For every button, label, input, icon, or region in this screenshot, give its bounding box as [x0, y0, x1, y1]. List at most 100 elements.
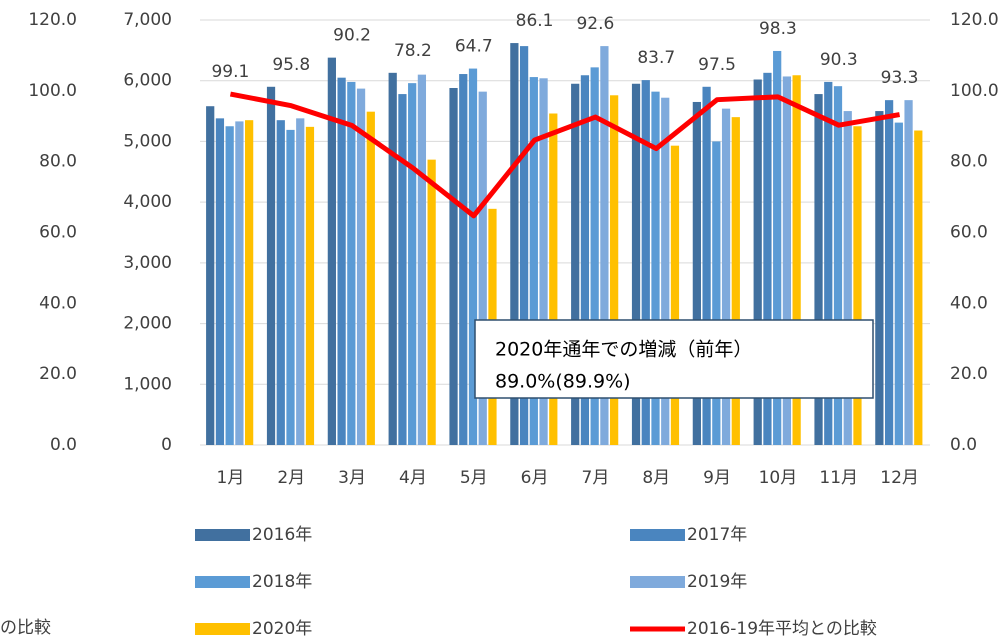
bar — [266, 86, 276, 446]
bar — [712, 141, 721, 445]
bar — [305, 126, 315, 445]
legend-swatch — [195, 529, 250, 541]
x-tick-label: 3月 — [338, 468, 366, 488]
bar — [427, 159, 436, 445]
fragment-text: の比較 — [0, 618, 51, 638]
outer-tick-label: 100.0 — [28, 81, 77, 101]
x-tick-label: 7月 — [582, 468, 610, 488]
y2-tick-label: 40.0 — [950, 293, 988, 313]
data-label: 90.2 — [333, 26, 371, 46]
x-tick-label: 9月 — [703, 468, 731, 488]
annotation-box — [474, 319, 874, 399]
y2-tick-label: 20.0 — [950, 364, 988, 384]
bar — [398, 94, 407, 446]
outer-tick-label: 120.0 — [28, 10, 77, 30]
bar — [459, 74, 468, 446]
bar — [327, 57, 336, 446]
y-tick-label: 5,000 — [123, 131, 172, 151]
data-label: 99.1 — [211, 62, 249, 82]
legend-label: 2019年 — [687, 572, 747, 592]
bar — [661, 97, 670, 445]
bar — [833, 86, 843, 445]
outer-tick-label: 80.0 — [39, 152, 77, 172]
bar — [670, 145, 680, 445]
bar — [571, 83, 580, 445]
legend-label: 2018年 — [252, 572, 312, 592]
bar — [884, 100, 894, 446]
bar — [853, 126, 862, 445]
bar — [792, 75, 801, 445]
legend-label: 2016年 — [252, 525, 312, 545]
bar — [356, 88, 366, 445]
bar — [894, 122, 903, 445]
y-tick-label: 7,000 — [123, 10, 172, 30]
legend-label: 2017年 — [687, 525, 747, 545]
data-label: 93.3 — [881, 68, 919, 88]
legend-swatch — [195, 576, 250, 588]
line — [229, 91, 901, 219]
bar — [408, 83, 417, 446]
y-tick-label: 2,000 — [123, 314, 172, 334]
y2-tick-label: 100.0 — [950, 81, 999, 101]
x-tick-label: 4月 — [399, 468, 427, 488]
bar — [235, 121, 244, 446]
bar — [721, 108, 731, 446]
bar — [590, 67, 599, 445]
bar — [631, 83, 641, 445]
y-tick-label: 6,000 — [123, 71, 172, 91]
y-tick-label: 0 — [161, 435, 172, 455]
y2-tick-label: 120.0 — [950, 10, 999, 30]
bar — [337, 77, 346, 445]
bar — [641, 80, 650, 445]
bar — [449, 88, 458, 445]
bar — [468, 68, 478, 446]
legend-swatch — [195, 623, 250, 635]
data-label: 90.3 — [820, 50, 858, 70]
data-label: 86.1 — [516, 11, 554, 31]
bar — [600, 46, 609, 445]
bar — [478, 91, 487, 446]
bar — [782, 76, 792, 445]
data-label: 97.5 — [698, 55, 736, 75]
bar — [702, 86, 711, 446]
y2-tick-label: 80.0 — [950, 152, 988, 172]
bar — [510, 43, 519, 445]
y-tick-label: 1,000 — [123, 374, 172, 394]
bar — [773, 50, 782, 445]
annotation: 2020年通年での増減（前年） — [495, 339, 752, 361]
bar — [347, 81, 356, 445]
x-tick-label: 6月 — [521, 468, 549, 488]
bar — [651, 91, 660, 446]
bar — [549, 113, 558, 445]
bar — [225, 126, 234, 445]
x-tick-label: 10月 — [759, 468, 798, 488]
bar — [731, 117, 740, 446]
bar — [814, 94, 823, 446]
data-label: 95.8 — [272, 55, 310, 75]
data-label: 64.7 — [455, 37, 493, 57]
legend-swatch — [630, 529, 685, 541]
legend-label: 2020年 — [252, 619, 312, 638]
bar — [529, 77, 538, 446]
bar — [763, 72, 772, 446]
annotation: 89.0%(89.9%) — [495, 371, 631, 393]
bar — [824, 81, 833, 445]
x-tick-label: 12月 — [880, 468, 919, 488]
bar — [875, 111, 884, 446]
bar — [914, 130, 923, 445]
bar — [539, 78, 548, 446]
x-tick-label: 1月 — [217, 468, 245, 488]
bar — [519, 46, 529, 445]
x-tick-label: 2月 — [277, 468, 305, 488]
outer-tick-label: 60.0 — [39, 223, 77, 243]
bar — [610, 95, 619, 446]
legend-label: 2016-19年平均との比較 — [687, 619, 877, 638]
outer-tick-label: 20.0 — [39, 364, 77, 384]
bar — [417, 74, 427, 446]
y2-tick-label: 60.0 — [950, 223, 988, 243]
y2-tick-label: 0.0 — [950, 435, 977, 455]
bar — [904, 100, 913, 446]
bar — [843, 111, 852, 446]
bar — [215, 118, 225, 445]
